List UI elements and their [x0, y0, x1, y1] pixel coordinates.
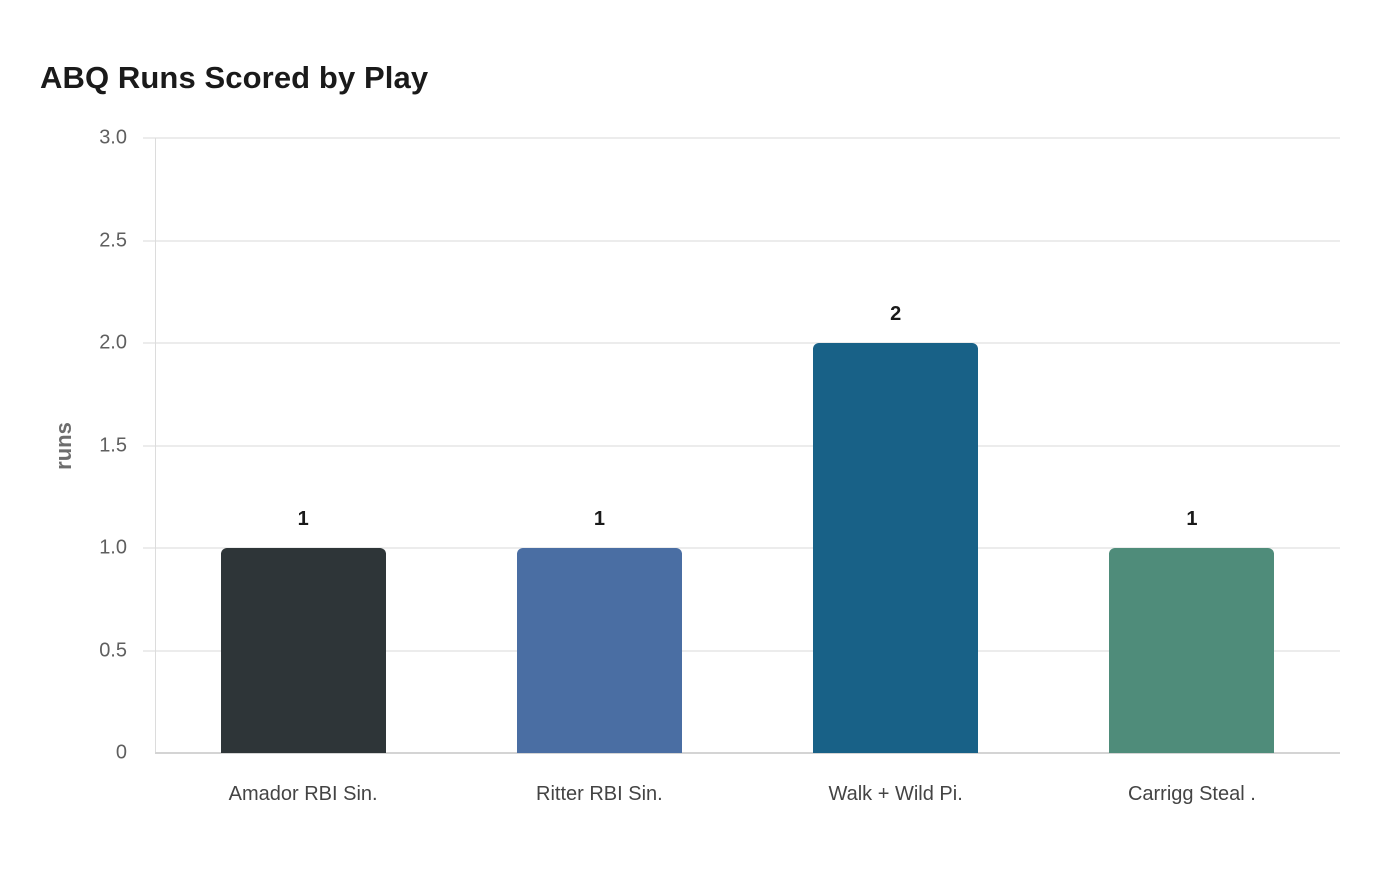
y-tick-label: 0.5 — [99, 639, 127, 661]
bar-value-label: 1 — [297, 508, 309, 530]
bar[interactable] — [813, 343, 979, 753]
y-tick-label: 3.0 — [99, 126, 127, 149]
y-axis-line — [155, 138, 156, 753]
x-tick-label: Walk + Wild Pi. — [828, 783, 963, 805]
y-tick-label: 2.5 — [99, 229, 127, 251]
y-tick-label: 1.0 — [99, 536, 127, 559]
bar-value-label: 1 — [593, 508, 605, 530]
chart-title: ABQ Runs Scored by Play — [40, 60, 429, 95]
gridline — [143, 342, 1340, 344]
x-axis-line — [155, 752, 1340, 754]
bar-value-label: 2 — [890, 303, 902, 325]
gridline — [143, 649, 1340, 652]
y-tick-label: 2.0 — [99, 331, 127, 354]
x-tick-label: Amador RBI Sin. — [228, 783, 378, 805]
gridline — [143, 547, 1340, 549]
bar[interactable] — [1109, 548, 1275, 753]
plot-area: 1 1 2 1 — [143, 137, 1340, 754]
bar[interactable] — [220, 548, 386, 753]
gridline — [143, 239, 1340, 242]
bar-value-label: 1 — [1186, 508, 1198, 530]
gridline — [143, 137, 1340, 139]
y-tick-label: 1.5 — [99, 434, 127, 456]
x-tick-label: Ritter RBI Sin. — [536, 783, 663, 805]
x-tick-label: Carrigg Steal . — [1127, 783, 1256, 805]
y-tick-label: 0 — [115, 741, 127, 764]
gridline — [143, 444, 1340, 447]
bar[interactable] — [516, 548, 682, 753]
